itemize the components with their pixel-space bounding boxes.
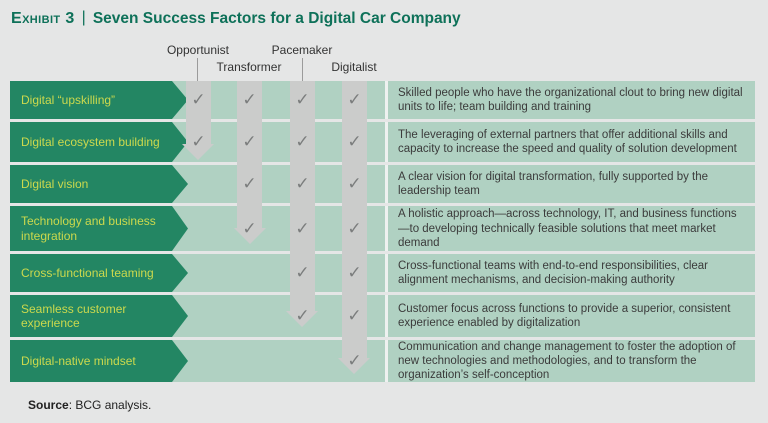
checkmark-icon: ✓ [242, 90, 257, 109]
checkmark-icon: ✓ [295, 132, 310, 151]
factor-row-digital-upskilling: Digital “upskilling” ✓ ✓ ✓ ✓ Skilled peo… [10, 81, 755, 119]
checkmark-icon: ✓ [295, 174, 310, 193]
checkmark-icon: ✓ [347, 263, 362, 282]
column-header-opportunist: Opportunist [166, 43, 230, 57]
column-bar-digitalist-arrow-tip [338, 358, 370, 374]
column-bar-opportunist [186, 81, 211, 144]
source-note: Source: BCG analysis. [28, 398, 151, 412]
row-divider [385, 254, 388, 292]
factor-description-text: Skilled people who have the organization… [398, 86, 743, 113]
factor-label-arrow: Seamless customer experience [10, 295, 188, 337]
factor-description-text: A holistic approach—across technology, I… [398, 208, 737, 249]
checkmark-icon: ✓ [347, 306, 362, 325]
factor-description: Communication and change management to f… [388, 340, 755, 382]
checkmark-icon: ✓ [347, 174, 362, 193]
column-header-pacemaker: Pacemaker [271, 43, 333, 57]
factor-description-text: Customer focus across functions to provi… [398, 302, 731, 329]
factor-label: Digital ecosystem building [21, 134, 160, 149]
checkmark-icon: ✓ [242, 132, 257, 151]
column-bar-pacemaker-arrow-tip [286, 311, 318, 327]
factor-label: Cross-functional teaming [21, 265, 154, 280]
factor-row-technology-business-integration: Technology and business integration ✓ ✓ … [10, 206, 755, 251]
row-divider [385, 295, 388, 337]
factor-label: Seamless customer experience [21, 301, 127, 330]
column-header-digitalist: Digitalist [331, 60, 377, 74]
column-tick-opportunist [197, 58, 198, 81]
column-bar-digitalist [342, 81, 367, 358]
exhibit-title-text: Seven Success Factors for a Digital Car … [92, 10, 461, 27]
factor-description-text: Communication and change management to f… [398, 340, 736, 382]
factor-label: Digital-native mindset [21, 353, 136, 368]
column-tick-pacemaker [302, 58, 303, 81]
factor-description-text: Cross-functional teams with end-to-end r… [398, 259, 709, 286]
column-bar-opportunist-arrow-tip [182, 144, 214, 160]
factor-label-arrow: Digital ecosystem building [10, 122, 188, 162]
factor-table: Digital “upskilling” ✓ ✓ ✓ ✓ Skilled peo… [10, 81, 755, 385]
factor-description-text: A clear vision for digital transformatio… [398, 170, 709, 197]
factor-label-arrow: Cross-functional teaming [10, 254, 188, 292]
title-separator: | [81, 9, 86, 26]
checkmark-icon: ✓ [295, 218, 310, 238]
factor-description-text: The leveraging of external partners that… [398, 128, 737, 155]
source-label: Source [28, 398, 69, 412]
factor-description: Customer focus across functions to provi… [388, 295, 755, 337]
exhibit-number: Exhibit 3 [11, 10, 75, 27]
checkmark-icon: ✓ [242, 174, 257, 193]
factor-description: Skilled people who have the organization… [388, 81, 755, 119]
source-text: : BCG analysis. [68, 398, 152, 412]
factor-description: A clear vision for digital transformatio… [388, 165, 755, 203]
factor-row-cross-functional-teaming: Cross-functional teaming ✓ ✓ Cross-funct… [10, 254, 755, 292]
factor-label: Digital “upskilling” [21, 92, 116, 107]
column-bar-pacemaker [290, 81, 315, 311]
checkmark-icon: ✓ [347, 351, 362, 370]
checkmark-icon: ✓ [191, 90, 206, 109]
checkmark-icon: ✓ [347, 90, 362, 109]
column-bar-transformer [237, 81, 262, 228]
factor-label-arrow: Digital “upskilling” [10, 81, 188, 119]
factor-row-digital-ecosystem-building: Digital ecosystem building ✓ ✓ ✓ ✓ The l… [10, 122, 755, 162]
row-divider [385, 122, 388, 162]
row-divider [385, 165, 388, 203]
factor-description: The leveraging of external partners that… [388, 122, 755, 162]
checkmark-icon: ✓ [347, 132, 362, 151]
checkmark-icon: ✓ [295, 263, 310, 282]
exhibit-title: Exhibit 3 | Seven Success Factors for a … [11, 9, 461, 28]
factor-description: Cross-functional teams with end-to-end r… [388, 254, 755, 292]
factor-label-arrow: Technology and business integration [10, 206, 188, 251]
factor-label-arrow: Digital-native mindset [10, 340, 188, 382]
checkmark-icon: ✓ [191, 132, 206, 151]
row-divider [385, 340, 388, 382]
factor-label: Technology and business integration [21, 214, 156, 243]
factor-row-seamless-customer-experience: Seamless customer experience ✓ ✓ Custome… [10, 295, 755, 337]
checkmark-icon: ✓ [295, 306, 310, 325]
checkmark-icon: ✓ [242, 218, 257, 238]
factor-row-digital-vision: Digital vision ✓ ✓ ✓ A clear vision for … [10, 165, 755, 203]
factor-description: A holistic approach—across technology, I… [388, 206, 755, 251]
column-header-transformer: Transformer [216, 60, 282, 74]
checkmark-icon: ✓ [295, 90, 310, 109]
factor-row-digital-native-mindset: Digital-native mindset ✓ Communication a… [10, 340, 755, 382]
checkmark-icon: ✓ [347, 218, 362, 238]
column-bar-transformer-arrow-tip [234, 228, 266, 244]
row-divider [385, 81, 388, 119]
factor-label: Digital vision [21, 176, 89, 191]
factor-label-arrow: Digital vision [10, 165, 188, 203]
row-divider [385, 206, 388, 251]
